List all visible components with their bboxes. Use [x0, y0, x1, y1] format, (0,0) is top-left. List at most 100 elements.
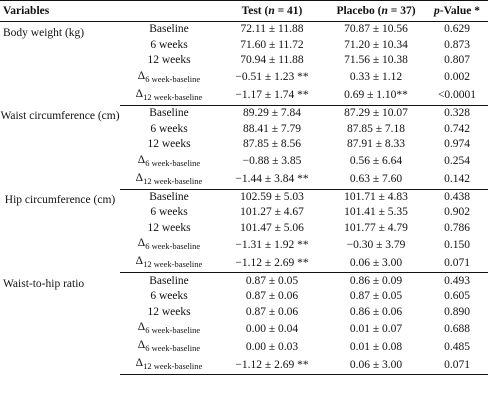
delta-subscript: 12 week-baseline: [143, 175, 203, 186]
placebo-value: 0.86 ± 0.09: [349, 274, 403, 287]
table-row: 12 weeks 101.47 ± 5.06 101.77 ± 4.79 0.786: [0, 221, 488, 237]
delta-symbol: Δ: [137, 69, 146, 82]
time-point: Δ6 week-baseline: [120, 236, 218, 254]
test-value: −1.17 ± 1.74 **: [218, 86, 326, 106]
italic-symbol: n: [381, 4, 388, 17]
table-row: Δ6 week-baseline −0.88 ± 3.85 0.56 ± 6.64 0…: [0, 153, 488, 171]
p-value: 0.742: [444, 122, 470, 135]
test-value: −1.31 ± 1.92 **: [235, 238, 309, 251]
variable-label: Body weight (kg): [3, 27, 85, 39]
placebo-value: 87.91 ± 8.33: [346, 138, 406, 151]
p-value: 0.629: [444, 23, 470, 36]
placebo-value: 0.56 ± 6.64: [349, 155, 403, 168]
table-row: Δ6 week-baseline 0.00 ± 0.03 0.01 ± 0.08 0.…: [0, 338, 488, 356]
p-value: 0.902: [444, 206, 470, 219]
delta-subscript: 6 week-baseline: [145, 325, 201, 336]
delta-symbol: Δ: [137, 339, 146, 352]
time-point: Baseline: [149, 274, 189, 287]
p-value: 0.873: [444, 38, 470, 51]
time-point: Δ6 week-baseline: [120, 69, 218, 87]
p-value: 0.071: [426, 356, 488, 376]
test-value: 87.85 ± 8.56: [242, 138, 302, 151]
test-value: 71.60 ± 11.72: [240, 38, 304, 51]
delta-symbol: Δ: [137, 237, 146, 250]
time-point: Δ12 week-baseline: [120, 170, 218, 190]
table-header-row: Variables Test (n = 41) Placebo (n = 37)…: [0, 0, 488, 22]
placebo-value: 0.06 ± 3.00: [326, 356, 426, 376]
placebo-value: 0.87 ± 0.05: [349, 290, 403, 303]
placebo-value: 101.41 ± 5.35: [344, 206, 408, 219]
time-point: 12 weeks: [147, 222, 191, 235]
p-value: 0.254: [444, 155, 470, 168]
header-variables: Variables: [0, 0, 120, 22]
test-value: 0.00 ± 0.03: [245, 340, 299, 353]
placebo-value: 101.77 ± 4.79: [344, 222, 408, 235]
time-point: Baseline: [149, 23, 189, 36]
table-body: Body weight (kg) Baseline 72.11 ± 11.88 70.…: [0, 22, 488, 376]
placebo-value: 0.86 ± 0.06: [349, 305, 403, 318]
placebo-value: 0.69 ± 1.10**: [326, 86, 426, 106]
test-value: 101.27 ± 4.67: [240, 206, 304, 219]
test-value: 102.59 ± 5.03: [240, 190, 304, 203]
placebo-value: 0.63 ± 7.60: [326, 170, 426, 190]
variable-label: Waist circumference (cm): [0, 110, 120, 123]
delta-subscript: 12 week-baseline: [143, 259, 203, 270]
table-row: Waist circumference (cm) Baseline 89.29 ± …: [0, 105, 488, 122]
table-row: Δ12 week-baseline −1.44 ± 3.84 ** 0.63 ± 7…: [0, 170, 488, 190]
table-row: Body weight (kg) Baseline 72.11 ± 11.88 70.…: [0, 22, 488, 39]
delta-symbol: Δ: [137, 321, 146, 334]
header-test: Test (n = 41): [218, 0, 326, 22]
placebo-value: −0.30 ± 3.79: [346, 238, 406, 251]
delta-symbol: Δ: [135, 171, 144, 184]
placebo-value: 0.33 ± 1.12: [349, 71, 403, 84]
p-value: 0.150: [444, 238, 470, 251]
time-point: 12 weeks: [147, 138, 191, 151]
table-row: Δ12 week-baseline −1.12 ± 2.69 ** 0.06 ± 3…: [0, 356, 488, 376]
table-row: Δ12 week-baseline −1.12 ± 2.69 ** 0.06 ± 3…: [0, 254, 488, 274]
delta-symbol: Δ: [137, 153, 146, 166]
table-row: 6 weeks 101.27 ± 4.67 101.41 ± 5.35 0.902: [0, 205, 488, 221]
time-point: 12 weeks: [147, 305, 191, 318]
p-value: 0.002: [444, 71, 470, 84]
table-row: Δ12 week-baseline −1.17 ± 1.74 ** 0.69 ± 1…: [0, 86, 488, 106]
p-value: 0.328: [444, 107, 470, 120]
placebo-value: 71.20 ± 10.34: [344, 38, 408, 51]
delta-subscript: 12 week-baseline: [143, 361, 203, 372]
header-placebo: Placebo (n = 37): [326, 0, 426, 22]
header-pvalue: p-Value *: [426, 0, 488, 22]
p-value: 0.438: [444, 190, 470, 203]
placebo-value: 87.85 ± 7.18: [346, 122, 406, 135]
test-value: −0.51 ± 1.23 **: [235, 71, 309, 84]
delta-subscript: 6 week-baseline: [145, 343, 201, 354]
placebo-value: 0.01 ± 0.07: [349, 322, 403, 335]
p-value: 0.493: [444, 274, 470, 287]
test-value: −1.12 ± 2.69 **: [218, 356, 326, 376]
time-point: Baseline: [149, 190, 189, 203]
header-time: [120, 0, 218, 22]
test-value: 72.11 ± 11.88: [240, 23, 304, 36]
time-point: Δ12 week-baseline: [120, 254, 218, 274]
variable-label: Hip circumference (cm): [4, 194, 116, 207]
italic-symbol: p: [434, 4, 440, 17]
p-value: 0.890: [444, 305, 470, 318]
p-value: <0.0001: [426, 86, 488, 106]
delta-symbol: Δ: [135, 357, 144, 370]
time-point: 12 weeks: [147, 54, 191, 67]
time-point: 6 weeks: [150, 122, 188, 135]
delta-symbol: Δ: [135, 255, 144, 268]
placebo-value: 0.06 ± 3.00: [326, 254, 426, 274]
time-point: Δ6 week-baseline: [120, 320, 218, 338]
placebo-value: 87.29 ± 10.07: [344, 107, 408, 120]
delta-subscript: 6 week-baseline: [145, 157, 201, 168]
table-row: 12 weeks 0.87 ± 0.06 0.86 ± 0.06 0.890: [0, 305, 488, 321]
delta-subscript: 6 week-baseline: [145, 73, 201, 84]
table-row: Hip circumference (cm) Baseline 102.59 ± 5…: [0, 189, 488, 206]
time-point: Δ12 week-baseline: [120, 356, 218, 376]
table-row: Δ6 week-baseline −0.51 ± 1.23 ** 0.33 ± 1.…: [0, 69, 488, 87]
test-value: 101.47 ± 5.06: [240, 222, 304, 235]
test-value: 0.87 ± 0.06: [245, 290, 299, 303]
test-value: −1.12 ± 2.69 **: [218, 254, 326, 274]
delta-subscript: 6 week-baseline: [145, 241, 201, 252]
time-point: Δ12 week-baseline: [120, 86, 218, 106]
